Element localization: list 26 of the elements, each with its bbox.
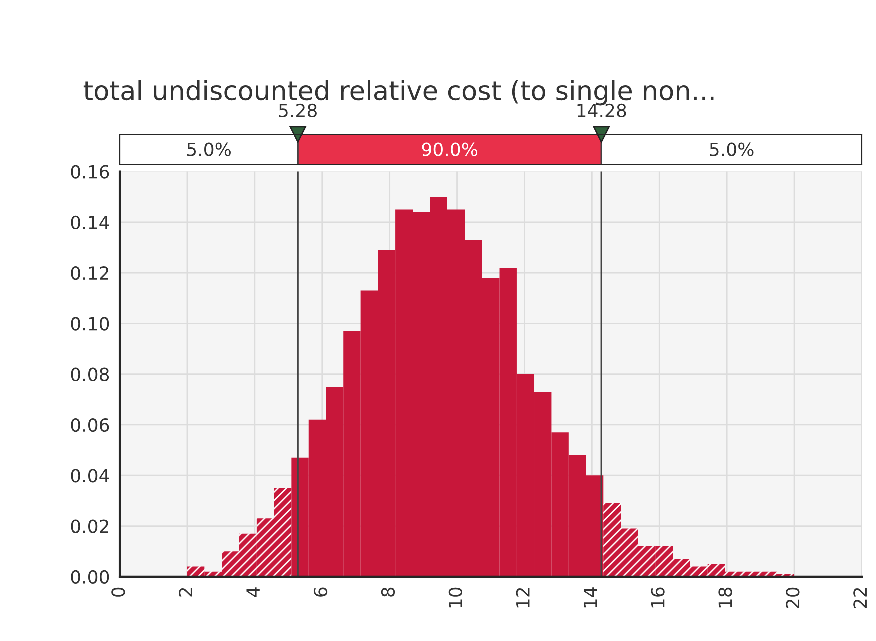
y-tick-label: 0.16	[71, 165, 110, 179]
x-tick-label: 20	[786, 588, 800, 608]
ref-line-label: 14.28	[578, 104, 626, 118]
y-tick-label: 0.04	[71, 469, 110, 483]
x-tick-label: 6	[314, 588, 328, 597]
x-tick-label: 4	[246, 588, 260, 598]
text: 90.0%	[422, 142, 478, 156]
x-tick-label: 0	[112, 588, 126, 597]
y-tick-label: 0.12	[71, 266, 108, 280]
y-tick-label: 0.00	[71, 570, 110, 584]
x-tick-label: 18	[718, 588, 732, 608]
x-tick-label: 10	[448, 588, 463, 608]
x-tick-label: 12	[516, 588, 530, 608]
y-tick-label: 0.10	[71, 317, 110, 331]
y-tick-label: 0.14	[71, 216, 110, 230]
y-tick-label: 0.06	[71, 418, 110, 432]
x-tick-label: 2	[179, 588, 192, 597]
y-tick-label: 0.08	[71, 368, 110, 382]
text: 5.0%	[710, 142, 754, 156]
x-tick-label: 16	[651, 588, 665, 608]
ref-line-label: 5.28	[279, 104, 317, 118]
y-tick-label: 0.02	[71, 520, 108, 534]
x-tick-label: 14	[584, 588, 598, 608]
x-tick-label: 22	[854, 588, 867, 608]
x-tick-label: 8	[381, 588, 396, 597]
text: 5.0%	[188, 142, 231, 156]
